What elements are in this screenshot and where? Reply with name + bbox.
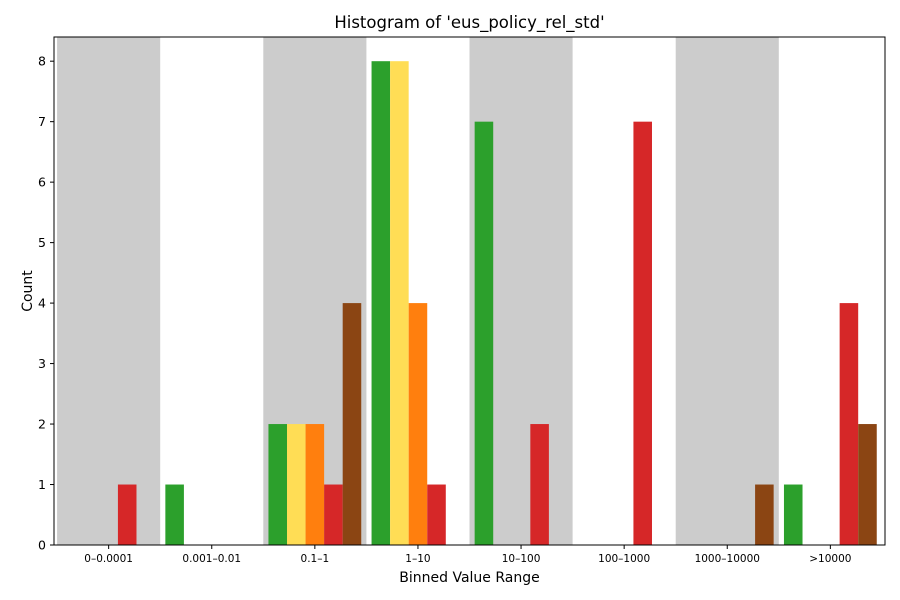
x-tick-label-0: 0–0.0001	[84, 553, 133, 565]
bar-s3-c5	[633, 121, 652, 546]
bar-s0-c3	[371, 61, 391, 545]
x-tick-label-5: 100–1000	[598, 553, 650, 565]
chart-title: Histogram of 'eus_policy_rel_std'	[334, 13, 604, 33]
bar-s0-c2	[268, 424, 288, 545]
bar-s3-c3	[427, 484, 446, 545]
bar-s2-c2	[305, 424, 325, 545]
bar-s2-c3	[408, 303, 428, 545]
bin-shade-6	[675, 37, 779, 545]
bar-s4-c2	[342, 303, 362, 545]
bin-shading-layer	[57, 37, 779, 545]
bars-layer	[117, 61, 877, 546]
x-tick-label-6: 1000–10000	[695, 553, 760, 565]
bar-s3-c2	[324, 484, 343, 545]
y-tick-label-3: 3	[38, 356, 46, 371]
bar-s1-c3	[390, 61, 409, 545]
y-axis: 0 1 2 3 4 5 6 7 8	[38, 54, 54, 553]
bar-s0-c7	[783, 484, 803, 545]
y-tick-label-6: 6	[38, 175, 46, 190]
plot-frame	[53, 36, 886, 546]
bin-shade-0	[57, 37, 161, 545]
bar-s0-c4	[474, 121, 494, 546]
x-axis: 0–0.0001 0.001–0.01 0.1–1 1–10 10–100 100–100…	[84, 545, 851, 565]
bar-s4-c6	[755, 484, 774, 545]
x-axis-label: Binned Value Range	[399, 570, 539, 586]
x-tick-label-7: >10000	[809, 553, 851, 565]
y-tick-label-1: 1	[38, 477, 46, 492]
bar-s3-c4	[530, 424, 549, 545]
y-tick-label-0: 0	[38, 538, 46, 553]
y-tick-label-7: 7	[38, 114, 46, 129]
y-tick-label-2: 2	[38, 417, 46, 432]
x-tick-label-3: 1–10	[405, 553, 430, 565]
bar-s0-c1	[165, 484, 184, 545]
y-tick-label-4: 4	[38, 296, 46, 311]
bar-s4-c7	[858, 424, 877, 545]
x-tick-label-4: 10–100	[502, 553, 541, 565]
x-tick-label-1: 0.001–0.01	[182, 553, 241, 565]
y-tick-label-5: 5	[38, 235, 46, 250]
bar-s3-c7	[839, 303, 859, 545]
bar-s1-c2	[287, 424, 306, 545]
x-tick-label-2: 0.1–1	[301, 553, 330, 565]
bar-s3-c0	[117, 484, 137, 545]
y-axis-label: Count	[20, 270, 36, 312]
y-tick-label-8: 8	[38, 54, 46, 69]
